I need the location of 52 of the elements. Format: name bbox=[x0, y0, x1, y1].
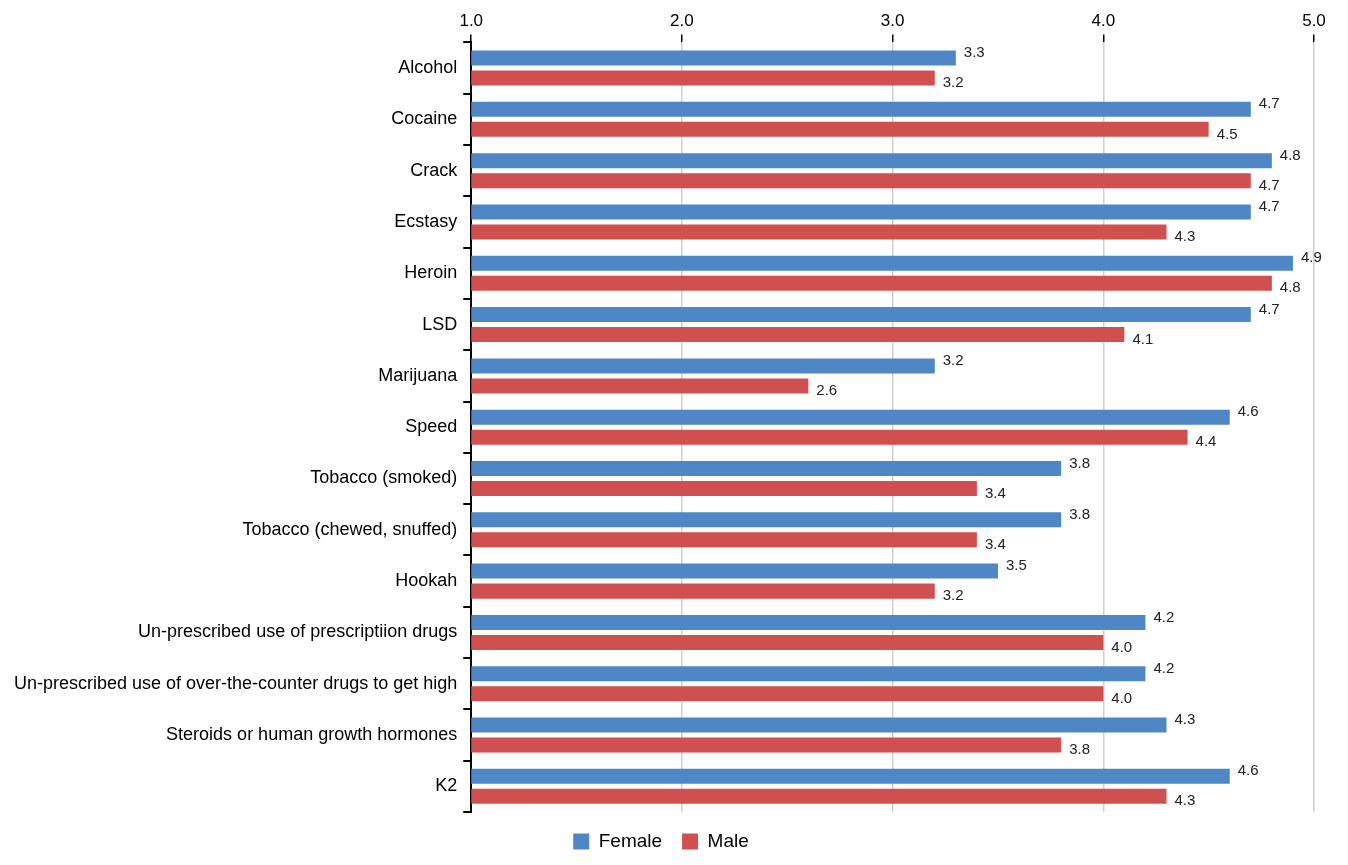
x-tick-label: 3.0 bbox=[880, 10, 905, 30]
y-tick-label: Steroids or human growth hormones bbox=[166, 724, 458, 745]
y-tick-label: LSD bbox=[422, 313, 458, 334]
data-label: 4.8 bbox=[1279, 278, 1301, 296]
data-label: 4.2 bbox=[1153, 658, 1175, 676]
y-tick-label: Tobacco (smoked) bbox=[310, 467, 458, 488]
x-tick-label: 5.0 bbox=[1302, 10, 1326, 30]
data-label: 4.1 bbox=[1132, 329, 1154, 347]
data-label: 3.4 bbox=[984, 534, 1006, 552]
data-label: 2.6 bbox=[816, 381, 838, 399]
y-tick-label: Crack bbox=[410, 159, 459, 180]
data-label: 3.8 bbox=[1069, 504, 1091, 522]
y-tick-label: Speed bbox=[405, 416, 458, 437]
data-label: 4.3 bbox=[1174, 710, 1196, 728]
legend-label: Female bbox=[598, 829, 663, 851]
data-label: 3.8 bbox=[1069, 740, 1091, 758]
y-tick-label: Marijuana bbox=[378, 364, 459, 385]
x-tick-label: 2.0 bbox=[670, 10, 694, 30]
data-label: 4.7 bbox=[1258, 175, 1280, 193]
data-label: 4.7 bbox=[1258, 299, 1280, 317]
data-label: 4.5 bbox=[1216, 124, 1238, 142]
data-label: 4.2 bbox=[1153, 607, 1175, 625]
data-label: 3.2 bbox=[942, 73, 964, 91]
data-label: 4.4 bbox=[1195, 432, 1217, 450]
data-label: 3.2 bbox=[942, 586, 964, 604]
y-tick-label: Un-prescribed use of over-the-counter drugs to get high bbox=[13, 672, 458, 693]
data-label: 4.7 bbox=[1258, 94, 1280, 112]
x-tick-label: 1.0 bbox=[459, 10, 484, 30]
y-tick-label: Heroin bbox=[404, 262, 458, 283]
legend-label: Male bbox=[707, 829, 749, 851]
data-label: 3.8 bbox=[1069, 453, 1091, 471]
data-label: 4.6 bbox=[1237, 402, 1259, 420]
data-label: 4.0 bbox=[1111, 688, 1133, 706]
data-label: 4.6 bbox=[1237, 761, 1259, 779]
y-tick-label: Hookah bbox=[395, 570, 458, 591]
data-label: 4.3 bbox=[1174, 791, 1196, 809]
data-label: 4.3 bbox=[1174, 227, 1196, 245]
data-label: 3.5 bbox=[1005, 556, 1027, 574]
y-tick-label: Un-prescribed use of prescriptiion drugs bbox=[138, 621, 458, 642]
y-tick-label: Ecstasy bbox=[394, 210, 458, 231]
y-tick-label: K2 bbox=[435, 775, 458, 796]
y-tick-label: Alcohol bbox=[398, 57, 458, 78]
data-label: 4.8 bbox=[1279, 145, 1301, 163]
data-label: 3.3 bbox=[963, 43, 985, 61]
data-label: 3.2 bbox=[942, 351, 964, 369]
y-tick-label: Cocaine bbox=[391, 108, 458, 129]
data-label: 4.9 bbox=[1300, 248, 1322, 266]
data-label: 4.7 bbox=[1258, 197, 1280, 215]
y-tick-label: Tobacco (chewed, snuffed) bbox=[242, 518, 458, 539]
data-label: 4.0 bbox=[1111, 637, 1133, 655]
x-tick-label: 4.0 bbox=[1091, 10, 1116, 30]
data-label: 3.4 bbox=[984, 483, 1006, 501]
